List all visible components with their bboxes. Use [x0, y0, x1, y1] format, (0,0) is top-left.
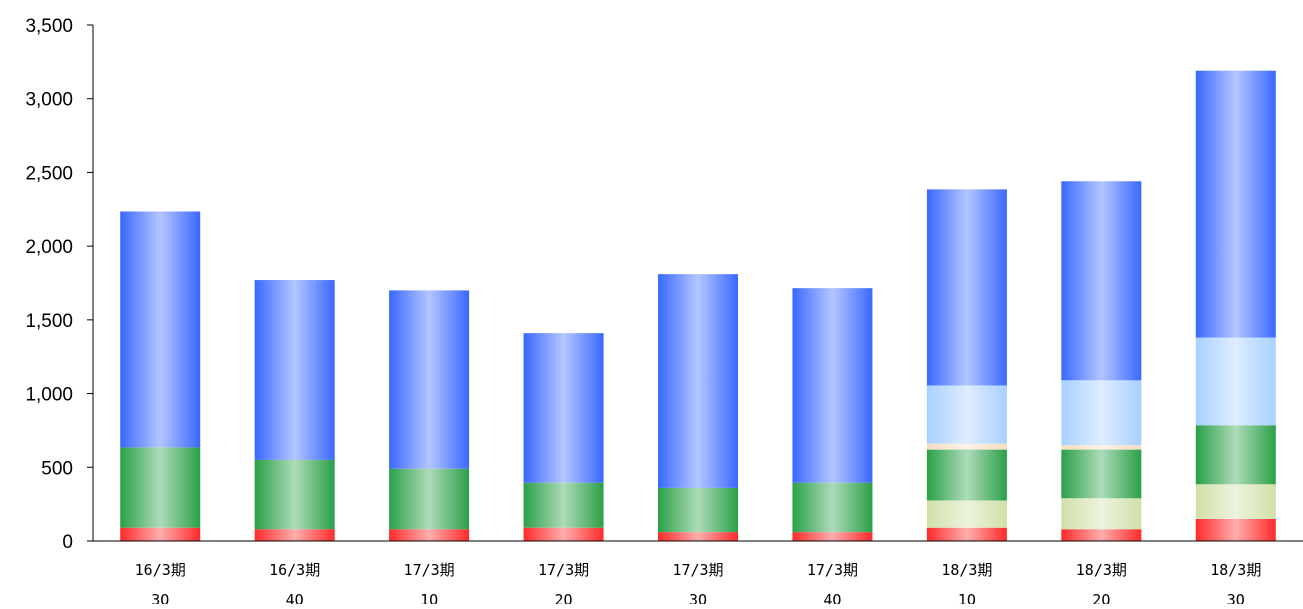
bar-segment-9-1 — [1195, 518, 1276, 541]
bar-segment-7-3 — [926, 449, 1007, 501]
bar-segment-4-6 — [523, 333, 604, 483]
x-tick-label: 17/3期 — [807, 561, 858, 579]
axis-layer — [87, 24, 1303, 542]
labels-layer: 0 500 1,000 1,500 2,000 2,500 3,000 3,500 16/3期 3… — [25, 16, 1261, 609]
x-tick-label: 1Q — [958, 591, 976, 604]
bar-segment-6-1 — [792, 532, 873, 541]
bar-segment-2-1 — [254, 529, 335, 541]
x-tick-label: 3Q — [689, 591, 707, 604]
x-tick-label: 18/3期 — [941, 561, 992, 579]
bar-segment-4-3 — [523, 482, 604, 528]
x-tick-label: 1Q — [420, 591, 438, 604]
bar-segment-9-2 — [1195, 484, 1276, 519]
bar-segment-3-3 — [389, 468, 470, 530]
bar-segment-1-1 — [120, 527, 201, 541]
bar-segment-3-6 — [389, 290, 470, 469]
bar-segment-8-2 — [1061, 498, 1142, 530]
bar-segment-6-6 — [792, 288, 873, 483]
bar-segment-7-4 — [926, 443, 1007, 450]
x-tick-label: 16/3期 — [135, 561, 186, 579]
x-tick-label: 17/3期 — [538, 561, 589, 579]
x-tick-label: 16/3期 — [269, 561, 320, 579]
x-tick-label: 17/3期 — [672, 561, 723, 579]
bar-segment-5-1 — [658, 532, 738, 541]
x-tick-label: 2Q — [1092, 591, 1110, 604]
bar-segment-8-3 — [1061, 449, 1142, 499]
y-tick-label: 0 — [62, 532, 73, 553]
bar-segment-5-3 — [658, 487, 738, 533]
bar-segment-2-6 — [254, 280, 335, 460]
y-tick-label: 1,000 — [25, 385, 73, 406]
y-tick-label: 3,500 — [25, 16, 73, 37]
bar-segment-1-6 — [120, 211, 201, 448]
x-tick-label: 18/3期 — [1210, 561, 1261, 579]
bar-segment-8-6 — [1061, 181, 1142, 381]
x-tick-label: 2Q — [555, 591, 573, 604]
bar-segment-4-1 — [523, 527, 604, 541]
x-tick-label: 4Q — [286, 591, 304, 604]
bar-segment-6-3 — [792, 482, 873, 533]
y-tick-label: 1,500 — [25, 311, 73, 332]
bar-segment-9-5 — [1195, 337, 1276, 426]
bar-segment-2-3 — [254, 459, 335, 530]
bar-segment-7-5 — [926, 385, 1007, 444]
bar-segment-7-6 — [926, 189, 1007, 386]
bar-segment-5-6 — [658, 274, 738, 488]
bar-segment-3-1 — [389, 529, 470, 541]
x-tick-label: 3Q — [151, 591, 169, 604]
bar-segment-8-1 — [1061, 529, 1142, 541]
x-tick-label: 3Q — [1227, 591, 1245, 604]
bars-layer — [120, 70, 1276, 541]
x-tick-label: 18/3期 — [1076, 561, 1127, 579]
bar-segment-8-4 — [1061, 445, 1142, 450]
y-tick-label: 2,000 — [25, 237, 73, 258]
x-tick-label: 17/3期 — [404, 561, 455, 579]
bar-segment-8-5 — [1061, 380, 1142, 446]
y-tick-label: 2,500 — [25, 163, 73, 184]
y-tick-label: 500 — [41, 458, 73, 479]
bar-segment-7-2 — [926, 500, 1007, 528]
y-tick-label: 3,000 — [25, 90, 73, 111]
bar-segment-9-3 — [1195, 425, 1276, 485]
bar-segment-9-6 — [1195, 70, 1276, 338]
bar-segment-7-1 — [926, 527, 1007, 541]
x-tick-label: 4Q — [823, 591, 841, 604]
bar-segment-1-3 — [120, 447, 201, 528]
